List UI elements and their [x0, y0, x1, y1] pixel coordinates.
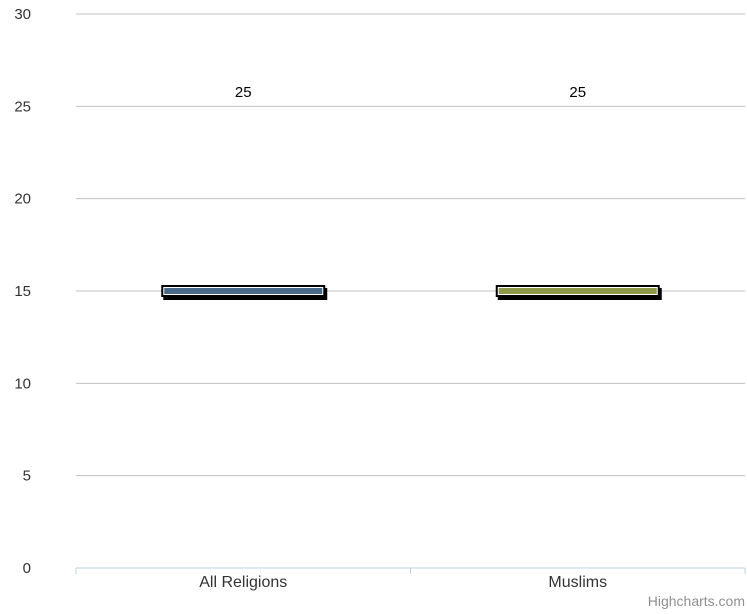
y-tick-label-15: 15	[14, 283, 31, 300]
y-tick-label-10: 10	[14, 375, 31, 392]
y-tick-label-20: 20	[14, 191, 31, 208]
box-fill	[164, 288, 323, 294]
x-axis-ticks	[75, 568, 746, 574]
y-tick-label-0: 0	[23, 560, 31, 577]
box-2[interactable]	[495, 285, 662, 300]
data-label-2: 25	[569, 84, 586, 101]
data-labels: 25 25	[235, 84, 586, 101]
x-category-label-1: All Religions	[199, 574, 287, 591]
x-category-label-2: Muslims	[548, 574, 607, 591]
box-series	[161, 285, 662, 300]
box-fill	[498, 288, 657, 294]
y-tick-label-30: 30	[14, 6, 31, 23]
box-1[interactable]	[161, 285, 328, 300]
x-axis-category-labels: All Religions Muslims	[199, 574, 607, 591]
y-gridlines	[76, 13, 745, 477]
credits-text[interactable]: Highcharts.com	[648, 593, 745, 609]
data-label-1: 25	[235, 84, 252, 101]
y-tick-label-5: 5	[23, 468, 31, 485]
y-tick-label-25: 25	[14, 98, 31, 115]
y-axis-tick-labels: 0 5 10 15 20 25 30	[14, 6, 31, 577]
